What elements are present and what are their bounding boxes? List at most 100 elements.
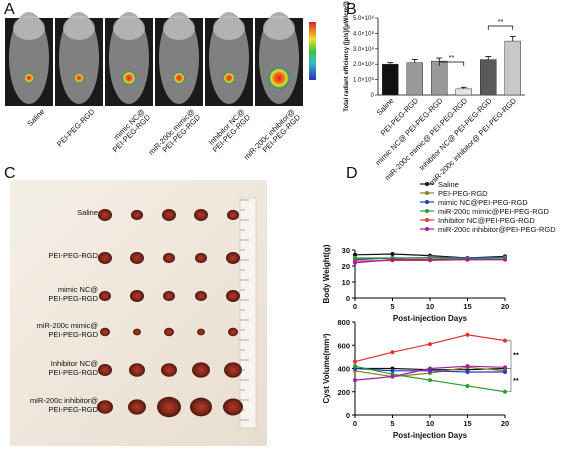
sig-label: ** <box>513 376 519 385</box>
image-label-line: PEI-PEG-RGD <box>55 107 97 149</box>
legend-label: miR-200c mimic@PEI-PEG-RGD <box>438 207 550 216</box>
data-point <box>503 365 507 370</box>
data-point <box>390 350 395 355</box>
tumor <box>162 209 176 221</box>
data-point <box>353 364 357 369</box>
data-point <box>465 383 470 388</box>
row-label-line: miR-200c mimic@ <box>37 321 98 330</box>
y-tick-label: 20 <box>342 262 350 271</box>
row-label: mimic NC@ PEI-PEG-RGD <box>48 285 98 303</box>
tumor <box>228 327 238 337</box>
y-tick-label: 5.0×10⁸ <box>353 15 375 22</box>
mouse-head <box>63 16 95 40</box>
row-label: PEI-PEG-RGD <box>48 251 98 260</box>
data-point <box>503 257 507 262</box>
tumor <box>99 290 111 302</box>
mouse-head <box>13 16 45 40</box>
bar <box>480 59 497 96</box>
panel-label: B <box>346 1 357 18</box>
data-point <box>390 374 395 379</box>
legend-marker <box>425 227 429 231</box>
signal <box>268 67 290 89</box>
image-label: miR-200c mimic@PEI-PEG-RGD <box>147 107 203 163</box>
image-label: PEI-PEG-RGD <box>55 107 97 149</box>
sig-bracket <box>507 368 512 393</box>
legend-marker <box>425 209 429 213</box>
data-point <box>465 364 470 369</box>
data-point <box>353 260 357 265</box>
x-tick-label: 10 <box>426 302 434 311</box>
tumor <box>157 396 181 418</box>
legend-label: mimic NC@PEI-PEG-RGD <box>438 198 528 207</box>
row-label: miR-200c inhibitor@ PEI-PEG-RGD <box>30 396 99 414</box>
y-tick-label: 0 <box>371 93 375 99</box>
legend-marker <box>425 218 429 222</box>
y-tick-label: 4.0×10⁸ <box>353 30 375 37</box>
mouse-head <box>263 16 295 40</box>
panel-label: C <box>4 165 16 182</box>
tumor <box>197 328 205 336</box>
data-point <box>353 359 357 364</box>
y-tick-label: 400 <box>337 365 350 374</box>
image-label-line: miR-200c inhibitor@ <box>242 107 296 161</box>
legend-label: Inhibitor NC@PEI-PEG-RGD <box>438 216 535 225</box>
tumor <box>161 363 177 377</box>
ruler <box>239 197 257 429</box>
tumor <box>131 209 143 221</box>
legend-label: miR-200c inhibitor@PEI-PEG-RGD <box>438 225 556 234</box>
row-label-line: PEI-PEG-RGD <box>48 251 98 260</box>
row-label-line: Saline <box>77 208 98 217</box>
data-point <box>465 332 470 337</box>
series-line <box>354 334 506 363</box>
x-tick-label: 15 <box>463 419 471 428</box>
row-label-line: miR-200c inhibitor@ <box>30 396 98 405</box>
tumor <box>163 252 175 264</box>
tumor <box>100 327 110 337</box>
x-tick-label: 10 <box>426 419 434 428</box>
signal <box>74 73 84 83</box>
legend-marker <box>425 182 429 186</box>
signal <box>122 71 136 85</box>
bar <box>382 63 399 96</box>
sig-bracket <box>438 61 465 66</box>
x-tick-label: 15 <box>463 302 471 311</box>
image-label: mimic NC@PEI-PEG-RGD <box>105 107 152 154</box>
x-tick-label: 5 <box>390 302 394 311</box>
x-tick-label: Saline <box>375 96 396 117</box>
data-point <box>353 256 357 260</box>
data-point <box>428 378 432 383</box>
tumor <box>195 290 207 302</box>
x-tick-label: 0 <box>353 419 357 428</box>
data-point <box>390 252 395 256</box>
tumor <box>129 363 145 377</box>
sig-label: ** <box>513 351 519 360</box>
bar <box>455 88 472 96</box>
y-tick-label: 0 <box>346 294 350 303</box>
x-tick-label: 20 <box>501 419 509 428</box>
x-tick-label: 5 <box>390 419 394 428</box>
data-point <box>428 342 432 347</box>
image-label: Inhibitor NC@PEI-PEG-RGD <box>205 107 252 154</box>
y-tick-label: 800 <box>337 318 350 327</box>
tumor <box>192 362 210 378</box>
bar <box>406 62 423 96</box>
data-point <box>428 257 432 262</box>
tumor <box>223 398 243 416</box>
row-label: Saline <box>77 208 98 217</box>
y-axis-title: Total radiant efficiency ([p/s]/[μW/cm²]… <box>343 1 350 112</box>
y-tick-label: 3.0×10⁸ <box>353 46 375 53</box>
data-point <box>390 257 395 262</box>
panel-label: D <box>346 165 358 182</box>
y-axis-title: Cyst Volume(mm³) <box>322 333 331 403</box>
row-label-line: PEI-PEG-RGD <box>48 368 98 377</box>
color-scale <box>309 22 316 80</box>
tumor <box>128 399 146 415</box>
tumor <box>224 362 242 378</box>
image-label-line: Saline <box>25 107 46 128</box>
y-tick-label: 600 <box>337 341 350 350</box>
y-tick-label: 10 <box>342 278 350 287</box>
sig-bracket <box>487 25 514 30</box>
tumor <box>194 209 208 221</box>
legend-marker <box>425 191 429 195</box>
